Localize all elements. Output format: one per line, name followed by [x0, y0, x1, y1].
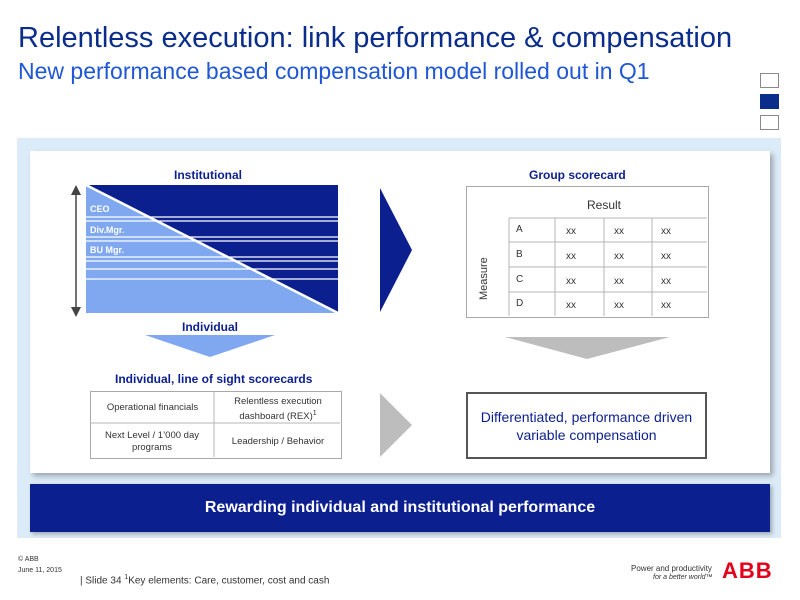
row-a-cell-3: xx: [661, 226, 671, 237]
result-header: Result: [587, 198, 622, 212]
row-a-cell-1: xx: [566, 226, 576, 237]
nav-box-1[interactable]: [760, 73, 779, 88]
row-b-cell-3: xx: [661, 251, 671, 262]
slide-title: Relentless execution: link performance &…: [18, 22, 733, 54]
individual-scorecards-label: Individual, line of sight scorecards: [115, 372, 313, 386]
row-c-cell-3: xx: [661, 276, 671, 287]
row-d-cell-1: xx: [566, 300, 576, 311]
row-b-cell-1: xx: [566, 251, 576, 262]
row-a-cell-2: xx: [614, 226, 624, 237]
row-c-cell-2: xx: [614, 276, 624, 287]
down-arrow-right-icon: [505, 337, 670, 359]
footer-slogan-line2: for a better world™: [653, 574, 713, 581]
scorecard-grid: [508, 217, 707, 316]
individual-scorecards-table: [90, 391, 342, 459]
level-div-mgr: Div.Mgr.: [90, 225, 124, 235]
slide-subtitle: New performance based compensation model…: [18, 58, 650, 84]
hierarchy-diagram: CEO Div.Mgr. BU Mgr.: [71, 183, 339, 317]
cell-next-level: Next Level / 1’000 day programs: [104, 430, 199, 453]
vertical-double-arrow-icon: [71, 185, 81, 317]
row-d-label: D: [516, 298, 524, 309]
row-c-label: C: [516, 274, 524, 285]
row-c-cell-1: xx: [566, 276, 576, 287]
row-b-cell-2: xx: [614, 251, 624, 262]
rewarding-banner: Rewarding individual and institutional p…: [30, 484, 770, 532]
footer-slide-note: | Slide 34 1Key elements: Care, customer…: [80, 574, 330, 587]
right-arrow-dark-icon: [380, 188, 412, 312]
level-bu-mgr: BU Mgr.: [90, 245, 124, 255]
group-scorecard-label: Group scorecard: [529, 168, 626, 182]
result-text: Differentiated, performance driven varia…: [480, 409, 693, 443]
result-box: [466, 392, 707, 459]
cell-leadership: Leadership / Behavior: [231, 436, 325, 447]
cell-rex-dashboard: Relentless execution dashboard (REX)1: [234, 396, 322, 423]
individual-grid: [90, 391, 340, 457]
measure-axis-label: Measure: [478, 257, 490, 300]
banner-text: Rewarding individual and institutional p…: [204, 499, 596, 516]
nav-box-3[interactable]: [760, 115, 779, 130]
right-arrow-gray-icon: [380, 393, 412, 457]
cell-operational-financials: Operational financials: [106, 402, 199, 413]
institutional-label: Institutional: [174, 168, 242, 182]
group-scorecard-table: [466, 186, 709, 318]
row-b-label: B: [516, 249, 523, 260]
individual-label: Individual: [182, 320, 239, 334]
row-d-cell-2: xx: [614, 300, 624, 311]
footer-slogan-line1: Power and productivity: [631, 564, 712, 573]
down-arrow-left-icon: [145, 335, 275, 357]
footer-date: June 11, 2015: [18, 567, 62, 574]
level-ceo: CEO: [90, 204, 110, 214]
footer-copyright: © ABB: [18, 556, 39, 563]
row-a-label: A: [516, 224, 523, 235]
nav-box-2-active[interactable]: [760, 94, 779, 109]
abb-logo: ABB: [722, 558, 773, 583]
row-d-cell-3: xx: [661, 300, 671, 311]
